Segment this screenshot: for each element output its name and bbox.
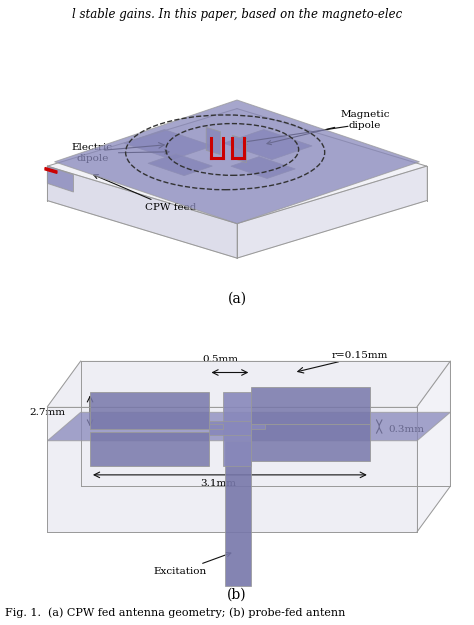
Polygon shape	[231, 157, 295, 179]
Text: 2.7mm: 2.7mm	[29, 408, 65, 417]
Polygon shape	[47, 361, 450, 407]
Text: Fig. 1.  (a) CPW fed antenna geometry; (b) probe-fed antenn: Fig. 1. (a) CPW fed antenna geometry; (b…	[5, 608, 345, 618]
Text: (b): (b)	[227, 588, 247, 601]
Text: Electric
dipole: Electric dipole	[72, 144, 169, 163]
Polygon shape	[223, 392, 251, 466]
Polygon shape	[90, 432, 209, 466]
Polygon shape	[209, 421, 251, 435]
Polygon shape	[47, 166, 73, 192]
Polygon shape	[251, 387, 370, 424]
Polygon shape	[232, 136, 246, 162]
Text: 0.3mm: 0.3mm	[389, 425, 425, 434]
Text: l stable gains. In this paper, based on the magneto-elec: l stable gains. In this paper, based on …	[72, 8, 402, 21]
Polygon shape	[55, 100, 419, 224]
Polygon shape	[47, 166, 237, 258]
Polygon shape	[47, 109, 427, 224]
Text: CPW feed: CPW feed	[94, 174, 196, 213]
Text: (a): (a)	[228, 291, 246, 306]
Polygon shape	[90, 392, 209, 429]
Polygon shape	[251, 424, 370, 461]
Text: 0.5mm: 0.5mm	[202, 355, 238, 364]
Text: Excitation: Excitation	[154, 552, 231, 576]
Polygon shape	[251, 424, 265, 429]
Polygon shape	[47, 407, 417, 532]
Polygon shape	[237, 166, 427, 258]
Polygon shape	[47, 412, 450, 441]
Polygon shape	[225, 441, 251, 586]
Polygon shape	[124, 129, 212, 159]
Polygon shape	[148, 154, 212, 176]
Polygon shape	[223, 129, 312, 159]
Text: r=0.15mm: r=0.15mm	[332, 351, 388, 360]
Text: Magnetic
dipole: Magnetic dipole	[267, 111, 390, 144]
Polygon shape	[209, 424, 223, 429]
Polygon shape	[45, 168, 57, 173]
Polygon shape	[206, 127, 220, 154]
Text: 3.1mm: 3.1mm	[200, 479, 236, 488]
Polygon shape	[417, 361, 450, 532]
